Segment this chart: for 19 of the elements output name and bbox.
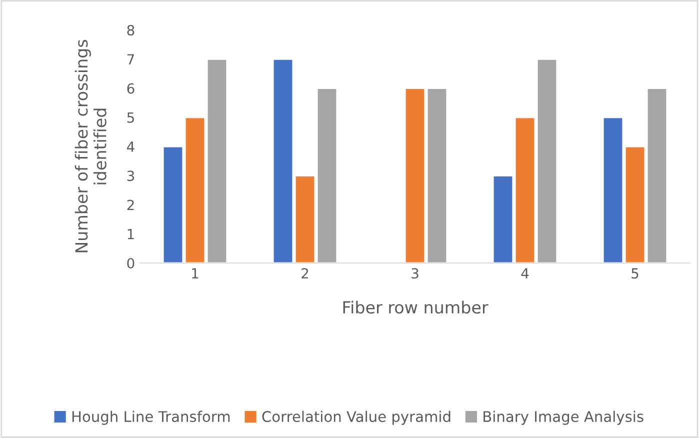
- y-tick-label: 8: [127, 24, 134, 36]
- x-tick-label: 2: [302, 268, 308, 278]
- y-tick-label: 4: [126, 142, 134, 152]
- legend-label: Binary Image Analysis: [484, 410, 644, 425]
- y-tick-label: 3: [127, 170, 134, 182]
- x-tick-label: 3: [412, 268, 418, 279]
- y-tick-label: 5: [127, 112, 134, 123]
- y-tick-label: 6: [127, 83, 134, 94]
- legend-label: Correlation Value pyramid: [262, 410, 450, 425]
- x-tick-label: 1: [192, 268, 198, 278]
- legend-label: Hough Line Transform: [72, 410, 230, 425]
- y-tick-label: 2: [127, 200, 134, 210]
- x-tick-label: 4: [521, 268, 529, 278]
- y-axis-title: Number of fiber crossings identified: [74, 40, 106, 252]
- y-tick-label: 7: [127, 54, 134, 64]
- x-tick-label: 5: [632, 268, 638, 279]
- y-tick-label: 1: [128, 229, 134, 240]
- y-tick-label: 0: [127, 258, 134, 268]
- x-axis-title: Fiber row number: [343, 300, 488, 314]
